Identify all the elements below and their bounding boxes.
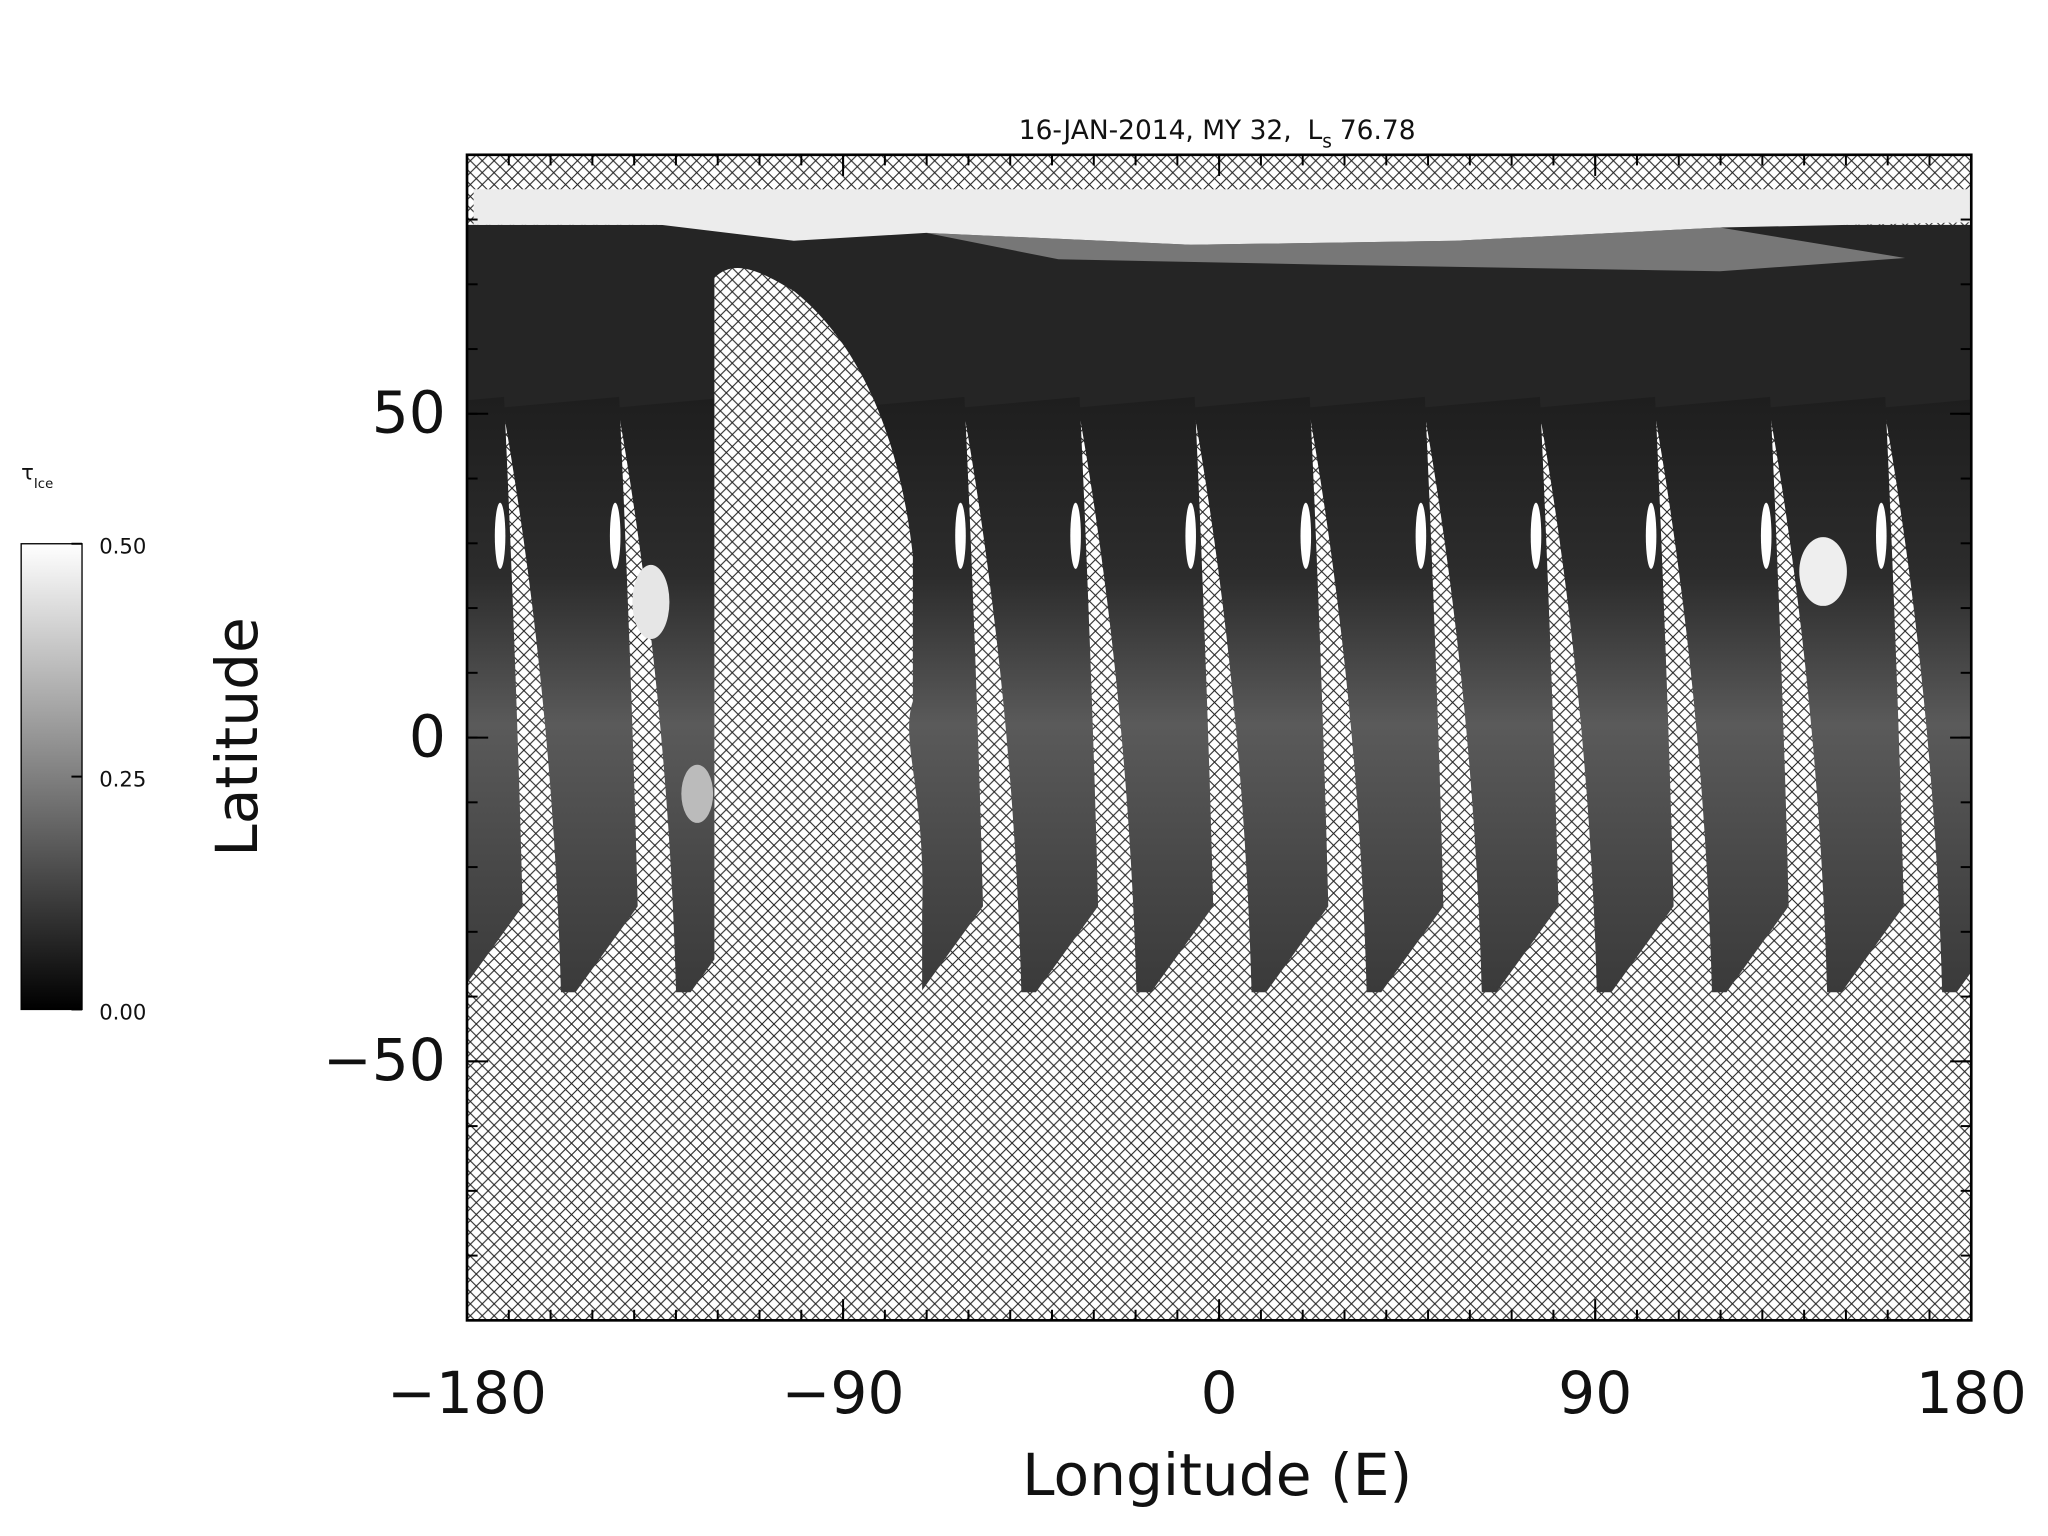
swath <box>1423 396 1559 993</box>
colorbar-tick-label: 0.25 <box>99 767 146 792</box>
colorbar-tick-label: 0.50 <box>99 534 146 559</box>
swath-gap <box>609 502 621 569</box>
swath-gap <box>1760 502 1772 569</box>
swath <box>1883 399 1972 993</box>
x-tick-label: 0 <box>1201 1359 1238 1427</box>
cloud <box>632 564 670 640</box>
swath-gap <box>1876 502 1887 569</box>
swath <box>502 396 638 993</box>
swath <box>1193 396 1329 993</box>
x-tick-label: −90 <box>782 1359 905 1427</box>
y-tick-label: 50 <box>372 379 446 447</box>
y-tick-label: 0 <box>409 702 446 770</box>
swath-gap <box>1300 502 1312 569</box>
swath-gap <box>955 502 966 569</box>
x-tick-label: 90 <box>1558 1359 1632 1427</box>
cloud <box>681 764 714 823</box>
swath <box>963 396 1099 993</box>
swath-gap <box>494 502 506 569</box>
swath <box>1308 396 1444 993</box>
y-tick-label: −50 <box>323 1026 446 1094</box>
swath <box>1768 396 1904 993</box>
map-image <box>467 154 2002 1321</box>
swath-gap <box>1991 503 2002 569</box>
swath <box>1653 396 1789 993</box>
cloud <box>1799 537 1847 606</box>
swath <box>1078 396 1214 993</box>
swath-gap <box>1185 502 1196 569</box>
x-tick-label: −180 <box>387 1359 547 1427</box>
swath-gap <box>1070 502 1081 569</box>
x-tick-label: 180 <box>1916 1359 2027 1427</box>
y-axis-label: Latitude <box>203 617 271 857</box>
x-axis-label: Longitude (E) <box>1022 1441 1412 1509</box>
swath-gap <box>1645 502 1657 569</box>
swath <box>467 396 523 984</box>
swath-gap <box>1530 502 1542 569</box>
colorbar-label: τIce <box>21 460 53 493</box>
chart-title: 16-JAN-2014, MY 32, Ls 76.78 <box>1019 114 1416 152</box>
colorbar-tick-label: 0.00 <box>99 999 146 1024</box>
swath-gap <box>1415 502 1427 569</box>
swath <box>1538 396 1674 993</box>
